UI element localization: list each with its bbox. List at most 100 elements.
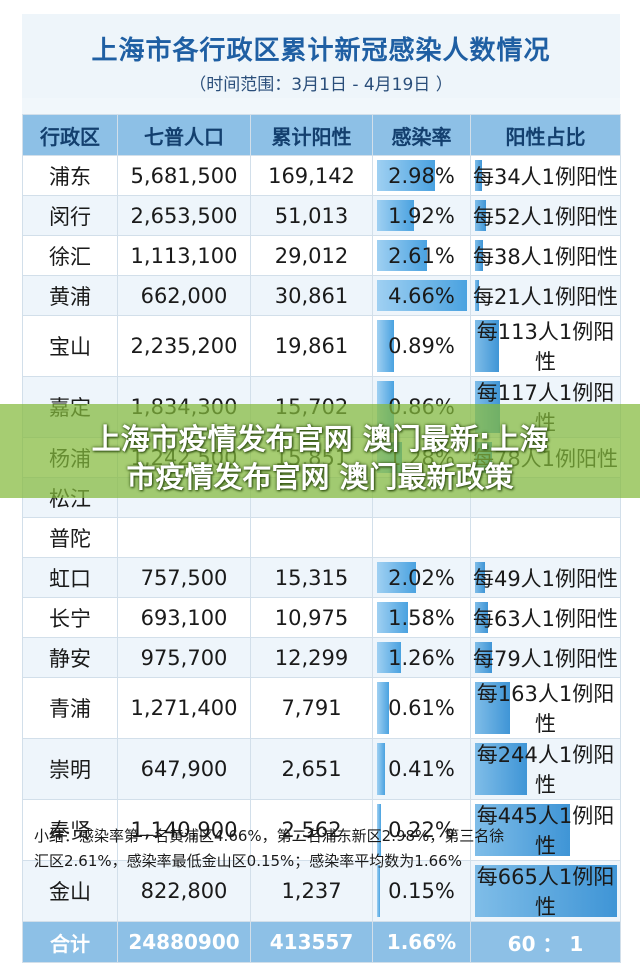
summary-line: 汇区2.61%，感染率最低金山区0.15%；感染率平均数为1.66% [34,852,462,870]
rate-value: 1.58% [388,605,455,630]
district-cell: 青浦 [22,677,118,739]
district-cell: 奉贤 [22,799,118,861]
summary-text: 小结：感染率第一名黄浦区4.66%，第二名浦东新区2.98%，第三名徐 汇区2.… [34,824,610,874]
share-cell: 每113人1例阳性 [470,315,621,377]
positive-cell: 169,142 [250,155,373,196]
rate-value: 2.02% [388,565,455,590]
positive-cell: 7,791 [250,677,373,739]
rate-bar [377,743,385,795]
table-row: 青浦 1,271,400 7,791 0.61% 每163人1例阳性 [22,677,621,739]
rate-value: 2.61% [388,243,455,268]
page-title: 上海市各行政区累计新冠感染人数情况 [91,36,551,66]
positive-cell: 51,013 [250,195,373,236]
share-bar [475,602,488,633]
population-cell: 693,100 [117,597,251,638]
rate-value: 0.89% [388,334,455,358]
total-rate: 1.66% [372,921,471,963]
positive-cell: 30,861 [250,275,373,316]
share-bar [475,240,483,271]
district-cell: 长宁 [22,597,118,638]
share-bar [475,200,486,231]
population-cell: 662,000 [117,275,251,316]
rate-cell: 0.22% [372,799,471,861]
share-value: 每113人1例阳性 [476,320,615,374]
table-row: 虹口 757,500 15,315 2.02% 每49人1例阳性 [22,557,621,598]
total-label: 合计 [22,921,118,963]
rate-cell: 0.41% [372,738,471,800]
population-cell: 1,140,900 [117,799,251,861]
population-cell: 5,681,500 [117,155,251,196]
table-row: 崇明 647,900 2,651 0.41% 每244人1例阳性 [22,738,621,800]
rate-value: 4.66% [388,283,455,308]
rate-cell: 2.02% [372,557,471,598]
rate-bar [377,200,414,231]
positive-cell: 12,299 [250,637,373,678]
share-value: 每49人1例阳性 [472,566,619,591]
column-header: 阳性占比 [470,114,621,156]
district-cell: 黄浦 [22,275,118,316]
share-cell: 每79人1例阳性 [470,637,621,678]
positive-cell [250,517,373,558]
table-header-row: 行政区 七普人口 累计阳性 感染率 阳性占比 [22,114,621,156]
share-value: 每38人1例阳性 [472,244,619,269]
rate-cell: 0.89% [372,315,471,377]
rate-value: 0.41% [388,757,455,781]
rate-bar [377,562,416,593]
rate-bar [377,865,380,917]
total-share: 60 ： 1 [470,921,621,963]
population-cell: 647,900 [117,738,251,800]
rate-bar [377,240,427,271]
share-bar [475,804,570,856]
share-bar [475,160,482,191]
positive-cell: 19,861 [250,315,373,377]
table-row: 普陀 [22,517,621,558]
share-value: 每163人1例阳性 [476,682,615,736]
rate-cell: 0.61% [372,677,471,739]
total-row: 合计 24880900 413557 1.66% 60 ： 1 [22,921,621,963]
table-row: 黄浦 662,000 30,861 4.66% 每21人1例阳性 [22,275,621,316]
table-body: 浦东 5,681,500 169,142 2.98% 每34人1例阳性 闵行 2,653,5… [22,155,621,922]
rate-cell: 1.26% [372,637,471,678]
rate-bar [377,682,389,734]
share-cell: 每38人1例阳性 [470,235,621,276]
positive-cell: 10,975 [250,597,373,638]
positive-cell: 2,651 [250,738,373,800]
share-value: 每665人1例阳性 [476,865,615,919]
share-cell: 每163人1例阳性 [470,677,621,739]
table-row: 长宁 693,100 10,975 1.58% 每63人1例阳性 [22,597,621,638]
district-cell: 徐汇 [22,235,118,276]
rate-cell [372,517,471,558]
share-bar [475,280,479,311]
share-value: 每52人1例阳性 [472,204,619,229]
population-cell: 1,113,100 [117,235,251,276]
rate-bar [377,642,401,673]
rate-cell: 2.98% [372,155,471,196]
district-cell: 静安 [22,637,118,678]
table-row: 静安 975,700 12,299 1.26% 每79人1例阳性 [22,637,621,678]
population-cell: 757,500 [117,557,251,598]
district-cell: 普陀 [22,517,118,558]
district-cell: 崇明 [22,738,118,800]
positive-cell: 15,315 [250,557,373,598]
share-value: 每79人1例阳性 [472,646,619,671]
rate-cell: 1.92% [372,195,471,236]
watermark-banner: 上海市疫情发布官网 澳门最新:上海 市疫情发布官网 澳门最新政策 [0,404,640,498]
rate-bar [377,602,408,633]
watermark-line: 上海市疫情发布官网 澳门最新:上海 [91,422,549,456]
table-row: 浦东 5,681,500 169,142 2.98% 每34人1例阳性 [22,155,621,196]
rate-cell: 2.61% [372,235,471,276]
rate-cell: 4.66% [372,275,471,316]
rate-bar [377,320,394,372]
column-header: 七普人口 [117,114,251,156]
share-bar [475,562,485,593]
population-cell [117,517,251,558]
rate-bar [377,804,381,856]
share-cell: 每63人1例阳性 [470,597,621,638]
share-cell [470,517,621,558]
table-row: 闵行 2,653,500 51,013 1.92% 每52人1例阳性 [22,195,621,236]
page-subtitle: （时间范围：3月1日 - 4月19日 ） [189,75,453,95]
share-value: 每445人1例阳性 [476,804,615,858]
district-cell: 虹口 [22,557,118,598]
population-cell: 2,235,200 [117,315,251,377]
total-positive: 413557 [250,921,373,963]
